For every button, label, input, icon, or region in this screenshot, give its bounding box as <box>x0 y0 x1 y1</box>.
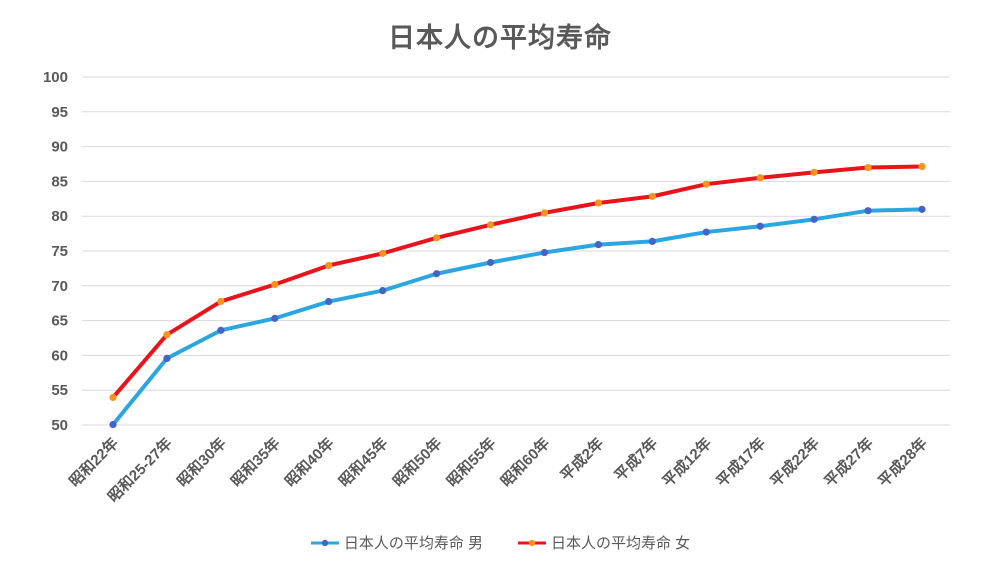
data-point <box>810 215 818 223</box>
data-point <box>325 297 333 306</box>
data-point <box>918 162 926 171</box>
legend-item-female: 日本人の平均寿命 女 <box>517 532 690 553</box>
y-axis-label: 75 <box>51 243 68 260</box>
x-axis-label: 平成7年 <box>611 434 661 484</box>
data-point <box>433 234 441 242</box>
x-axis-label: 平成28年 <box>874 434 930 490</box>
series-line-1 <box>111 164 924 400</box>
x-axis-label: 昭和30年 <box>173 434 229 490</box>
data-point <box>540 248 549 257</box>
x-axis-label: 昭和60年 <box>497 434 553 490</box>
data-point <box>864 207 872 215</box>
y-axis-label: 55 <box>51 382 68 399</box>
x-axis-label: 昭和50年 <box>389 434 445 490</box>
y-axis-label: 85 <box>51 173 68 190</box>
data-point <box>756 222 764 230</box>
x-axis-label: 昭和35年 <box>227 434 283 490</box>
x-axis-label: 平成27年 <box>821 434 877 490</box>
data-point <box>271 314 279 322</box>
y-axis-label: 50 <box>51 417 68 434</box>
legend-label-male: 日本人の平均寿命 男 <box>343 535 483 552</box>
data-point <box>163 354 171 362</box>
y-axis-label: 95 <box>51 104 68 121</box>
x-axis-label: 平成17年 <box>713 434 769 490</box>
legend: 日本人の平均寿命 男 日本人の平均寿命 女 <box>0 532 1000 553</box>
data-point <box>163 331 171 339</box>
data-point <box>864 163 872 172</box>
data-point <box>486 258 495 267</box>
y-axis-label: 60 <box>51 347 68 364</box>
x-axis-label: 昭和45年 <box>335 434 391 490</box>
data-point <box>379 287 387 295</box>
data-point <box>325 261 333 270</box>
data-point <box>648 192 656 200</box>
data-point <box>217 297 225 306</box>
data-point <box>594 199 603 207</box>
data-point <box>702 228 710 236</box>
data-point <box>433 270 441 278</box>
chart-title: 日本人の平均寿命 <box>388 23 612 53</box>
data-point <box>540 209 549 217</box>
y-axis-label: 90 <box>51 139 68 156</box>
x-axis-label: 平成12年 <box>659 434 715 490</box>
data-point <box>271 280 279 289</box>
y-axis-label: 100 <box>43 69 68 86</box>
data-point <box>109 393 117 402</box>
legend-item-male: 日本人の平均寿命 男 <box>310 532 483 553</box>
y-axis-label: 80 <box>51 208 68 225</box>
data-point <box>217 326 225 334</box>
male-series-swatch-icon <box>310 539 339 546</box>
data-point <box>486 221 495 229</box>
data-point <box>702 180 710 188</box>
x-axis-label: 平成22年 <box>767 434 823 490</box>
data-point <box>756 174 764 182</box>
data-point <box>810 168 818 176</box>
data-point <box>918 205 926 213</box>
x-axis-label: 昭和55年 <box>443 434 499 490</box>
legend-label-female: 日本人の平均寿命 女 <box>551 535 691 552</box>
data-point <box>648 237 656 245</box>
female-series-swatch-icon <box>518 539 546 546</box>
y-axis-label: 70 <box>51 278 68 295</box>
series-line-0 <box>111 207 924 427</box>
data-point <box>594 240 603 249</box>
data-point <box>379 249 387 257</box>
y-axis-label: 65 <box>51 313 68 330</box>
x-axis-label: 昭和40年 <box>281 434 337 490</box>
x-axis-label: 平成2年 <box>557 434 607 484</box>
x-axis-label: 昭和22年 <box>65 434 121 490</box>
data-point <box>109 420 117 429</box>
